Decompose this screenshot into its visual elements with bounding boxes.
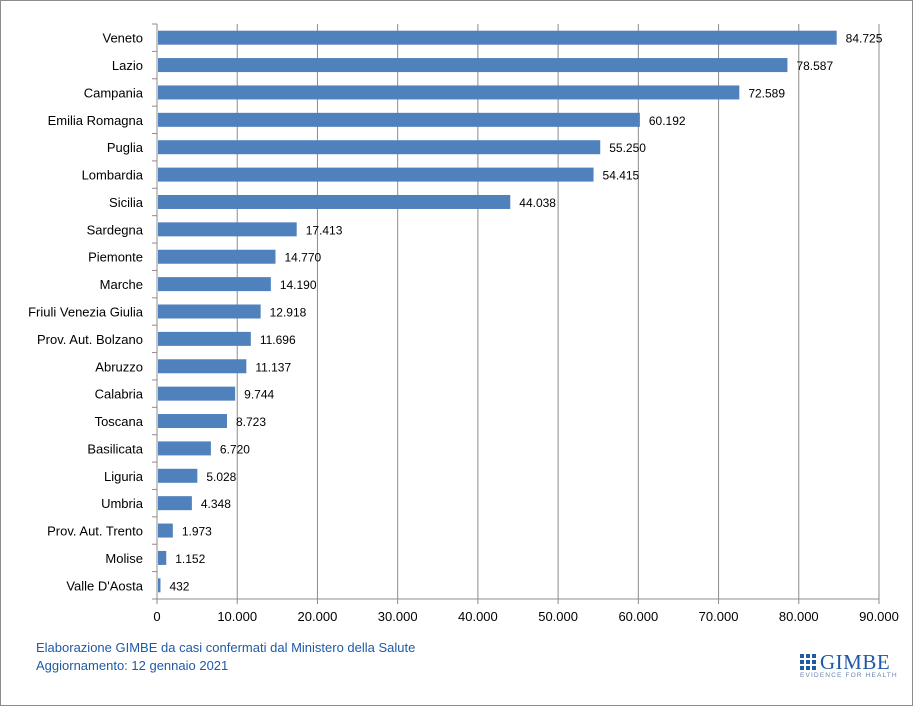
category-label: Abruzzo [95,359,143,374]
category-label: Umbria [101,496,144,511]
value-label: 8.723 [236,415,266,429]
x-tick-label: 60.000 [618,609,658,624]
category-label: Valle D'Aosta [66,578,143,593]
x-tick-label: 0 [153,609,160,624]
value-label: 1.152 [175,552,205,566]
bar [158,249,276,264]
category-label: Emilia Romagna [48,113,144,128]
bar [158,386,236,401]
bar [158,194,511,209]
gimbe-logo: GIMBE EVIDENCE FOR HEALTH [800,650,897,682]
value-label: 44.038 [519,196,556,210]
x-tick-label: 20.000 [298,609,338,624]
bar [158,414,227,429]
source-note: Elaborazione GIMBE da casi confermati da… [36,640,416,655]
category-label: Prov. Aut. Trento [47,524,143,539]
category-label: Molise [105,551,143,566]
bar [158,359,247,374]
bar [158,85,740,100]
x-tick-label: 10.000 [217,609,257,624]
value-label: 5.028 [206,470,236,484]
category-label: Prov. Aut. Bolzano [37,332,143,347]
category-label: Piemonte [88,250,143,265]
value-label: 84.725 [846,32,883,46]
bar [158,58,788,73]
x-tick-label: 90.000 [859,609,899,624]
category-label: Calabria [95,387,144,402]
bar [158,30,837,45]
bar [158,331,251,346]
value-label: 11.696 [260,333,296,347]
category-label: Lombardia [82,168,144,183]
bar [158,140,601,155]
category-label: Campania [84,85,144,100]
update-date: Aggiornamento: 12 gennaio 2021 [36,658,229,673]
value-label: 11.137 [255,360,291,374]
category-label: Sicilia [109,195,144,210]
x-tick-label: 50.000 [538,609,578,624]
bar [158,167,594,182]
x-tick-label: 30.000 [378,609,418,624]
value-label: 6.720 [220,442,250,456]
gimbe-logo-mark [800,654,816,670]
bar [158,441,211,456]
bar [158,468,198,483]
bar [158,277,271,292]
bar-chart: 0 10.000 20.000 30.000 40.000 50.000 60.000 70.… [28,23,899,624]
value-label: 14.770 [284,251,321,265]
category-label: Marche [100,277,143,292]
bar [158,222,297,237]
value-label: 60.192 [649,114,686,128]
bar [158,304,261,319]
value-label: 12.918 [270,306,307,320]
x-tick-label: 40.000 [458,609,498,624]
category-label: Veneto [103,31,144,46]
x-tick-label: 80.000 [779,609,819,624]
bar [158,523,173,538]
gimbe-logo-text: GIMBE [820,650,891,674]
value-label: 72.589 [748,86,785,100]
category-label: Lazio [112,58,143,73]
bar [158,578,161,593]
bar [158,496,192,511]
value-label: 78.587 [796,59,833,73]
value-label: 1.973 [182,525,212,539]
gimbe-logo-tagline: EVIDENCE FOR HEALTH [800,672,898,679]
bar [158,550,167,565]
category-label: Sardegna [87,222,144,237]
category-label: Basilicata [87,441,143,456]
value-label: 432 [169,579,189,593]
value-label: 4.348 [201,497,231,511]
bar [158,112,640,127]
category-label: Friuli Venezia Giulia [28,305,144,320]
category-label: Toscana [95,414,144,429]
category-label: Puglia [107,140,144,155]
value-label: 55.250 [609,141,646,155]
x-tick-label: 70.000 [699,609,739,624]
category-label: Liguria [104,469,144,484]
value-label: 54.415 [603,169,640,183]
value-label: 14.190 [280,278,317,292]
value-label: 17.413 [306,223,343,237]
value-label: 9.744 [244,388,274,402]
